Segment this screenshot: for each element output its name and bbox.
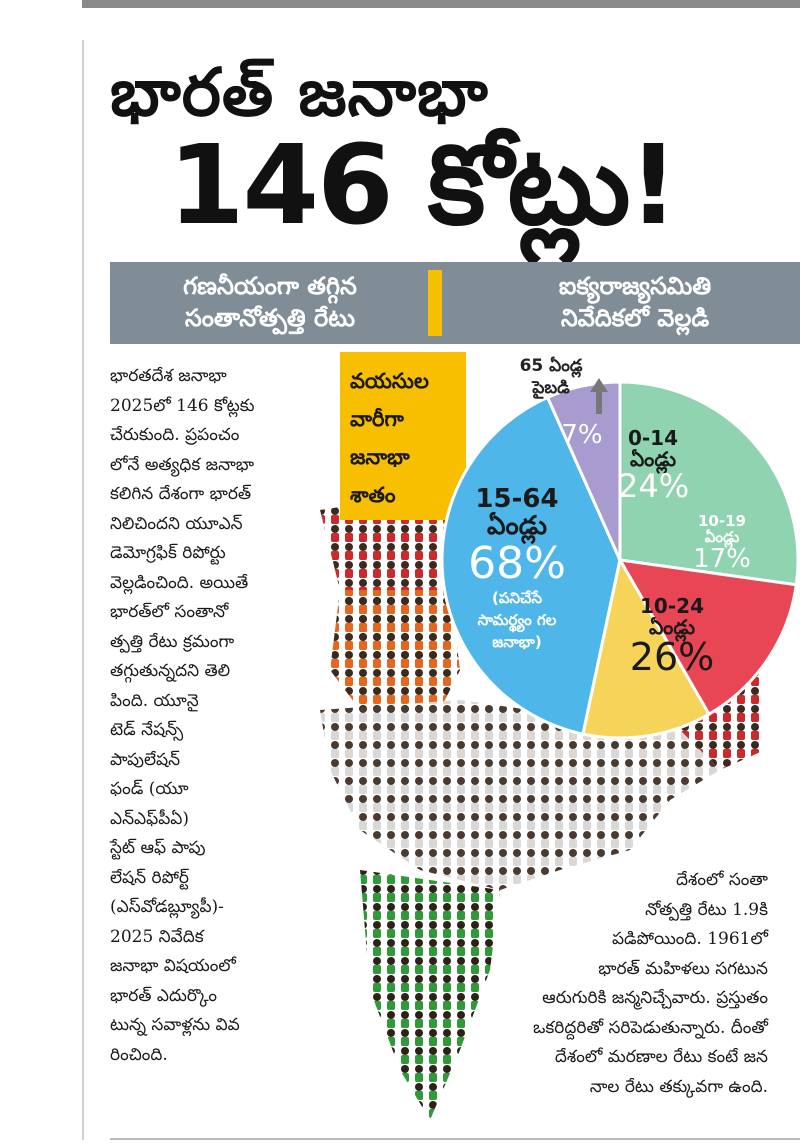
- pie-value-label: 17%: [693, 543, 751, 574]
- article-col2-line: ఒకరిద్దరితో సరిపెడుతున్నారు. దీంతో: [532, 1017, 768, 1038]
- pie-category-label: 10-19: [698, 512, 746, 530]
- article-col1-line: 2025లో 146 కోట్లకు: [110, 395, 255, 416]
- article-col1-line: టున్న సవాళ్లను వివ: [110, 1015, 240, 1035]
- article-col1-line: జనాభా విషయంలో: [110, 956, 236, 976]
- article-col1-line: చేరుకుంది. ప్రపంచం: [110, 425, 240, 445]
- pie-category-label: ఏండ్లు: [629, 447, 677, 471]
- pie-category-label: ఏండ్లు: [704, 527, 740, 546]
- pie-category-label: 0-14: [627, 426, 679, 450]
- pie-note-label: (పనిచేసే: [492, 588, 542, 607]
- article-col1-line: భారత్ ఎదుర్కొం: [110, 985, 217, 1006]
- article-col1-line: త్పత్తి రేటు క్రమంగా: [110, 631, 235, 652]
- article-col2-line: దేశంలో సంతా: [675, 870, 768, 890]
- over-65-label: 65 ఏండ్ల పైబడి: [519, 356, 583, 398]
- article-col1-line: (ఎస్‌వోడబ్ల్యూపీ)-: [110, 897, 224, 917]
- article-col1-line: పాపులేషన్: [110, 749, 181, 770]
- headline-line2: 146 కోట్లు!: [168, 121, 679, 249]
- age-distribution-pie-chart: [440, 380, 800, 740]
- pie-category-label: 15-64: [475, 484, 559, 514]
- article-col1-line: లోనే అత్యధిక జనాభా: [110, 454, 254, 475]
- article-col2-line: పడిపోయింది. 1961లో: [611, 929, 768, 949]
- article-col1-line: లేషన్ రిపోర్ట్: [110, 867, 189, 888]
- article-col1-line: తగ్గుతున్నదని తెలి: [110, 661, 231, 681]
- pie-slice: [618, 380, 800, 587]
- pie-value-label: 7%: [561, 420, 603, 450]
- pie-category-label: ఏండ్లు: [487, 511, 547, 542]
- article-col2-line: నోత్పత్తి రేటు 1.9కి: [645, 899, 768, 920]
- pie-value-label: 26%: [629, 635, 715, 679]
- article-col2-line: భారత్ మహిళలు సగటున: [598, 958, 768, 979]
- article-col1-line: నిలిచిందని యూఎన్: [110, 513, 243, 534]
- pie-value-label: 68%: [468, 537, 566, 589]
- pie-slice: [440, 395, 622, 736]
- frame-border: [82, 40, 84, 1140]
- article-col1-line: స్టేట్ ఆఫ్ పాపు: [110, 838, 206, 858]
- pie-category-label: ఏండ్లు: [648, 615, 696, 639]
- pie-note-label: సామర్థ్యం గల: [477, 610, 557, 629]
- article-col1-line: టెడ్ నేషన్స్: [110, 720, 184, 740]
- article-col1-line: ఎన్ఎఫ్‌పీఏ): [110, 808, 190, 829]
- top-bar: [82, 0, 800, 8]
- pie-slice-label: 7%: [560, 420, 604, 450]
- bottom-rule: [110, 1138, 800, 1140]
- band-right-text: ఐక్యరాజ్యసమితి నివేదికలో వెల్లడి: [558, 272, 712, 332]
- pie-category-label: 10-24: [640, 594, 704, 618]
- article-col2-line: నాల రేటు తక్కువగా ఉంది.: [589, 1076, 768, 1097]
- article-col2-line: ఆరుగురికి జన్మనిచ్చేవారు. ప్రస్తుతం: [542, 988, 768, 1008]
- article-col1-line: కలిగిన దేశంగా భారత్: [110, 484, 252, 504]
- pie-slice-label: 10-24 ఏండ్లు 26%: [622, 596, 722, 678]
- headline-line1: భారత్ జనాభా: [110, 54, 489, 131]
- pie-slice-label: 10-19 ఏండ్లు 17%: [688, 512, 756, 574]
- band-divider: [428, 270, 442, 336]
- article-col1-line: వెల్లడించింది. అయితే: [110, 572, 249, 593]
- age-group-info-box: వయసుల వారీగా జనాభా శాతం: [340, 352, 466, 520]
- pie-note-label: జనాభా): [492, 632, 542, 651]
- pie-slice-label: 0-14 ఏండ్లు 24%: [618, 426, 690, 505]
- article-col1-line: పింది. యూనై: [110, 690, 199, 711]
- article-column-2: దేశంలో సంతా నోత్పత్తి రేటు 1.9కి పడిపోయింద…: [468, 866, 768, 1102]
- pie-slice-label: 15-64 ఏండ్లు 68% (పనిచేసే సామర్థ్యం గల జనాభా): [462, 484, 572, 653]
- article-col1-line: డెమోగ్రఫిక్ రిపోర్టు: [110, 543, 226, 563]
- pie-value-label: 24%: [618, 467, 690, 505]
- article-col1-line: 2025 నివేదిక: [110, 926, 204, 947]
- article-column-1: భారతదేశ జనాభా 2025లో 146 కోట్లకు చేరుకుంది…: [110, 362, 310, 1070]
- article-col2-line: దేశంలో మరణాల రేటు కంటే జన: [554, 1047, 768, 1067]
- article-col1-line: ఫండ్ (యూ: [110, 779, 189, 799]
- band-left-text: గణనీయంగా తగ్గిన సంతానోత్పత్తి రేటు: [183, 272, 357, 332]
- subheading-band: గణనీయంగా తగ్గిన సంతానోత్పత్తి రేటు ఐక్యర…: [110, 262, 800, 344]
- pie-slice: [617, 558, 798, 717]
- article-col1-line: రించింది.: [110, 1044, 168, 1065]
- pie-slice: [581, 555, 712, 740]
- article-col1-line: భారతదేశ జనాభా: [110, 366, 227, 386]
- pointer-arrow-icon: [590, 378, 608, 414]
- article-col1-line: భారత్‌లో సంతానో: [110, 602, 229, 622]
